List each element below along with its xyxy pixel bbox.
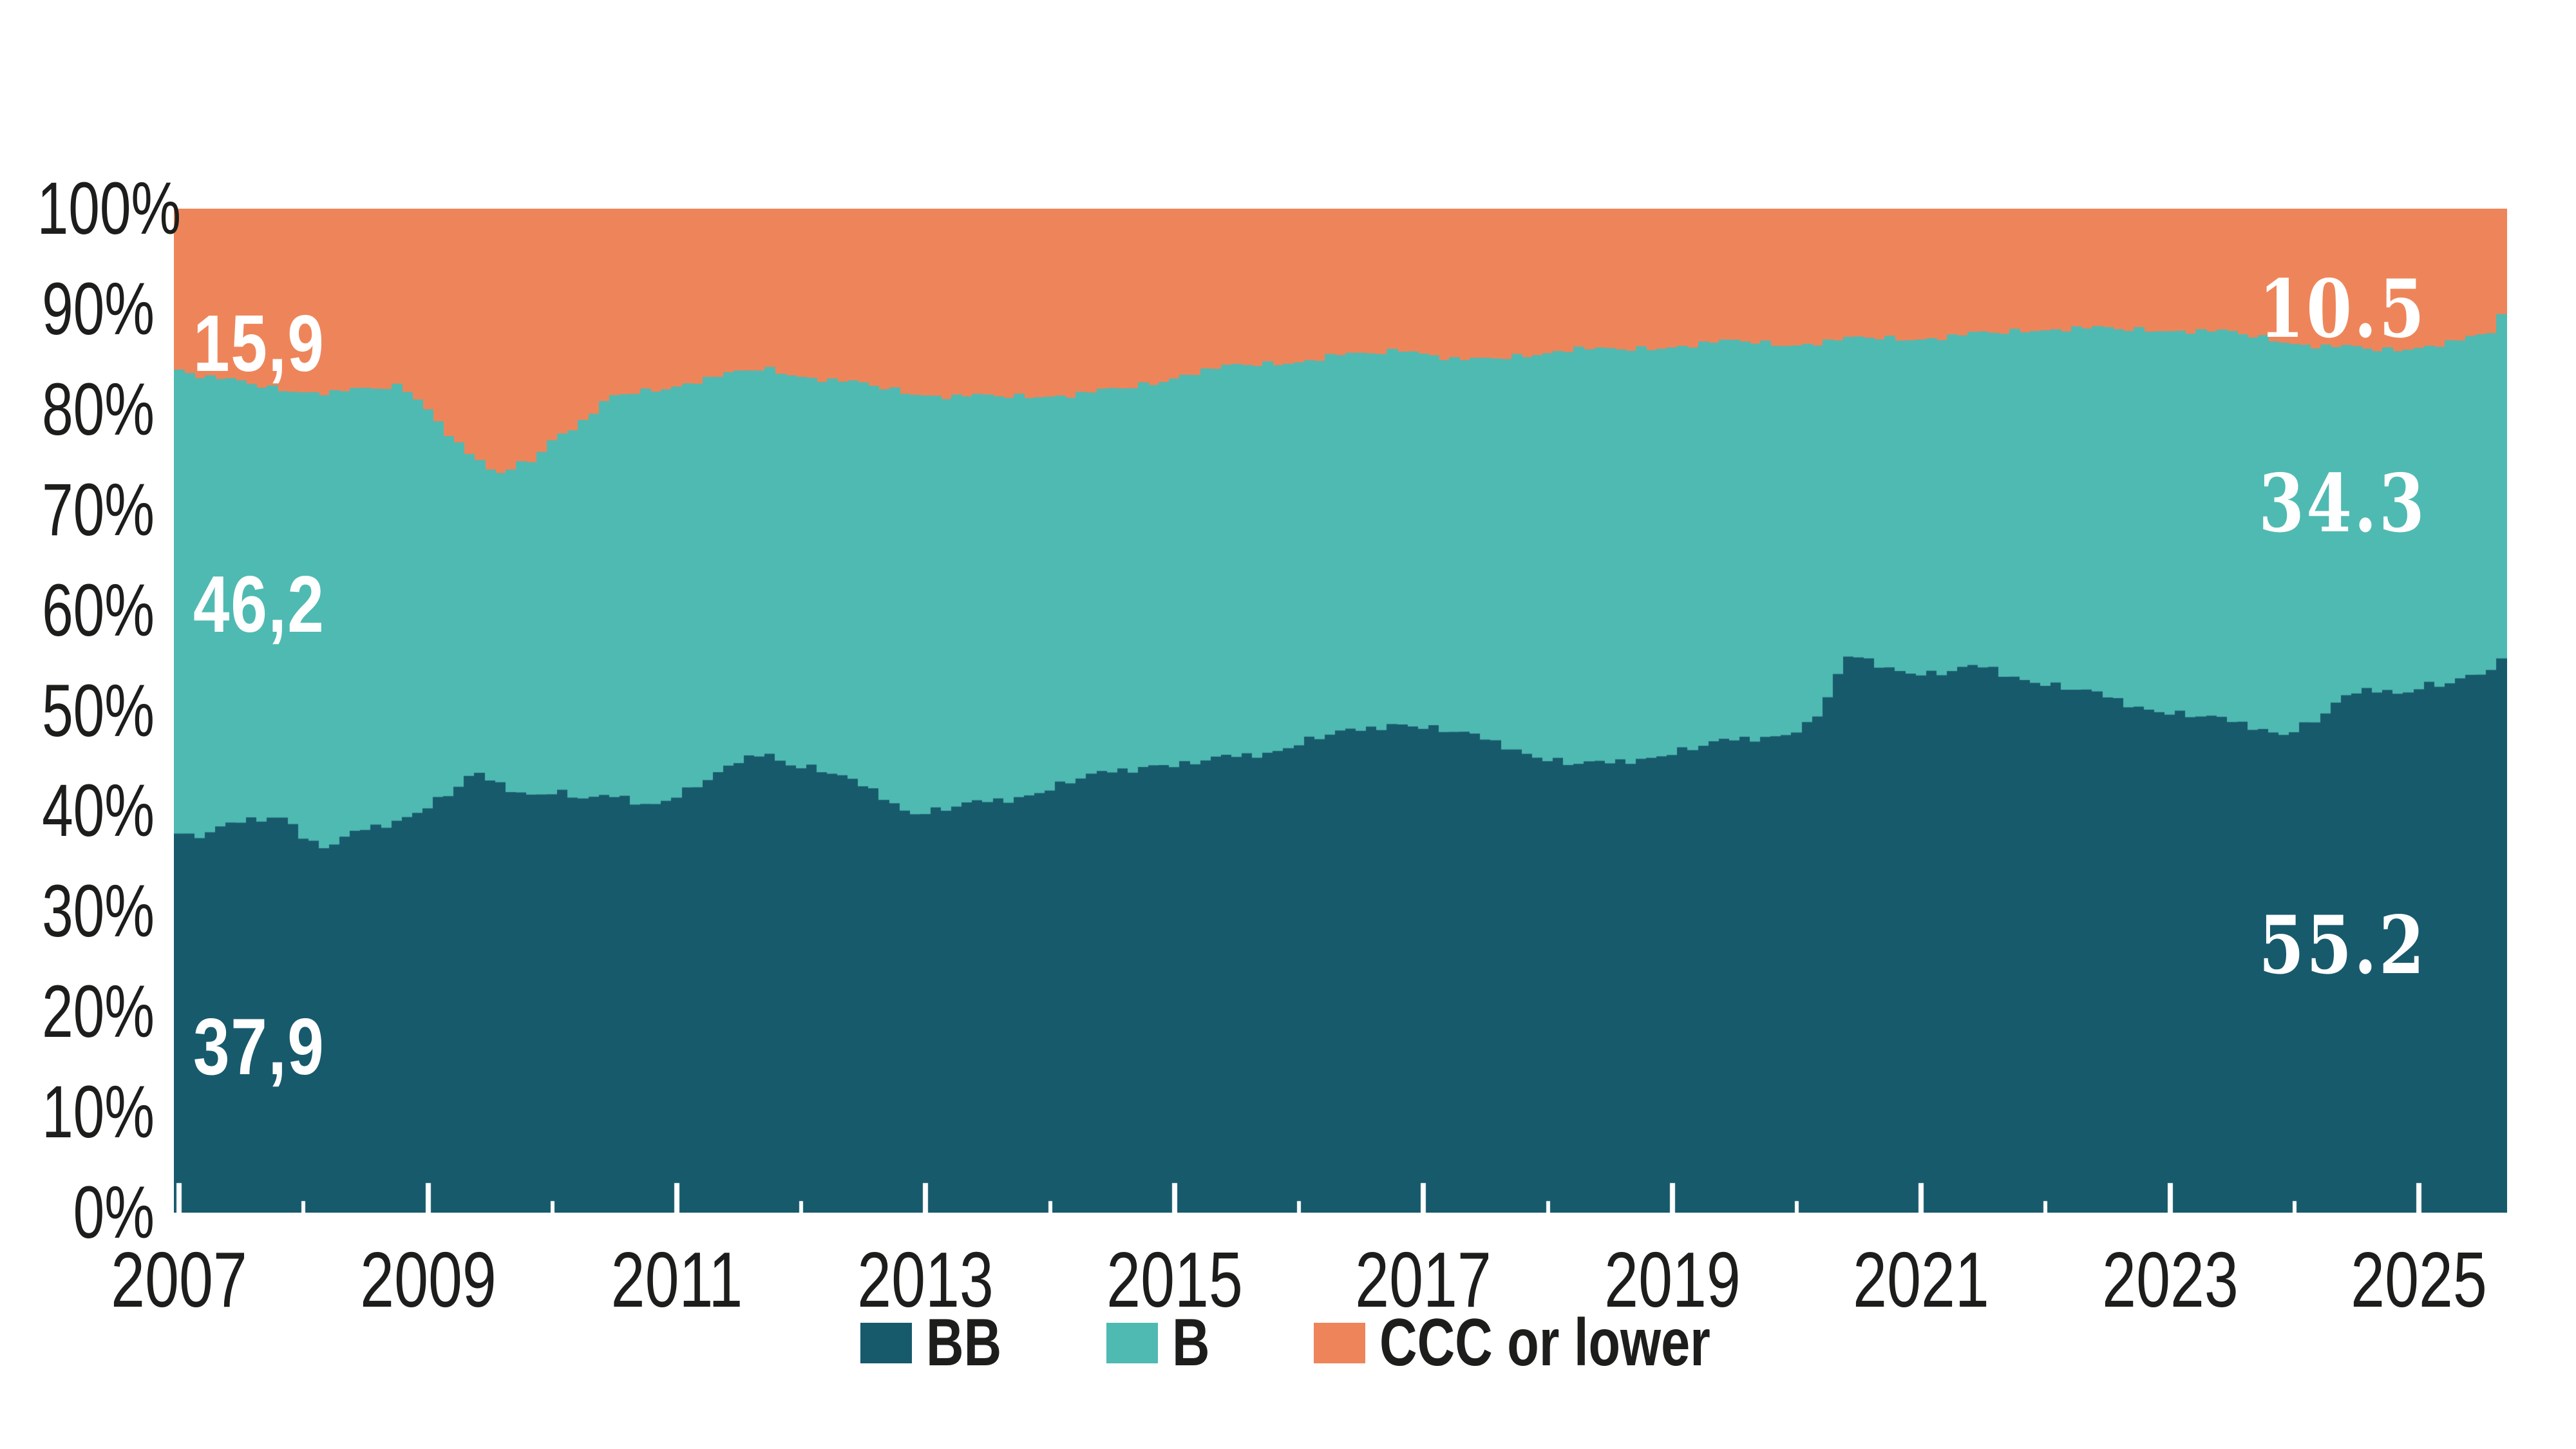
x-axis-label-2025: 2025: [2351, 1236, 2487, 1323]
legend-label: CCC or lower: [1379, 1305, 1710, 1380]
value-label-ccc-start: 15,9: [193, 299, 325, 388]
x-axis-label-2023: 2023: [2101, 1236, 2239, 1323]
plot-area: [174, 209, 2507, 1213]
x-axis-label-2017: 2017: [1355, 1236, 1492, 1323]
y-axis-label-40: 40%: [42, 770, 155, 853]
value-label-b-start: 46,2: [193, 560, 325, 649]
legend-item-bb: BB: [860, 1309, 1023, 1376]
legend-swatch-icon: [1106, 1322, 1158, 1363]
legend-swatch-icon: [860, 1322, 912, 1363]
y-axis-label-70: 70%: [42, 468, 155, 551]
value-label-bb-end: 55.2: [2259, 899, 2427, 992]
value-label-b-end: 34.3: [2259, 457, 2427, 551]
x-axis-label-2007: 2007: [111, 1236, 247, 1323]
legend: BB B CCC or lower: [0, 1309, 2576, 1376]
x-axis-label-2019: 2019: [1604, 1236, 1741, 1323]
legend-label: B: [1172, 1305, 1210, 1380]
y-axis-label-90: 90%: [42, 267, 155, 350]
y-axis-label-100: 100%: [37, 167, 182, 250]
x-axis-label-2021: 2021: [1853, 1236, 1990, 1323]
y-axis-label-0: 0%: [73, 1171, 155, 1254]
y-axis-label-60: 60%: [42, 569, 155, 652]
value-label-bb-start: 37,9: [193, 1003, 325, 1092]
legend-item-ccc-or-lower: CCC or lower: [1314, 1309, 1804, 1376]
y-axis-label-80: 80%: [42, 368, 155, 451]
legend-label: BB: [926, 1305, 1002, 1380]
legend-swatch-icon: [1314, 1322, 1365, 1363]
value-label-ccc-end: 10.5: [2259, 263, 2427, 356]
x-axis-label-2015: 2015: [1106, 1236, 1243, 1323]
x-axis-label-2009: 2009: [359, 1236, 497, 1323]
y-axis-label-20: 20%: [42, 971, 155, 1054]
stacked-area-chart-canvas: [174, 209, 2507, 1213]
y-axis-label-50: 50%: [42, 669, 155, 752]
y-axis-label-30: 30%: [42, 870, 155, 953]
x-axis-label-2011: 2011: [611, 1236, 743, 1323]
x-axis-label-2013: 2013: [857, 1236, 994, 1323]
y-axis-label-10: 10%: [42, 1071, 155, 1154]
legend-item-b: B: [1106, 1309, 1220, 1376]
